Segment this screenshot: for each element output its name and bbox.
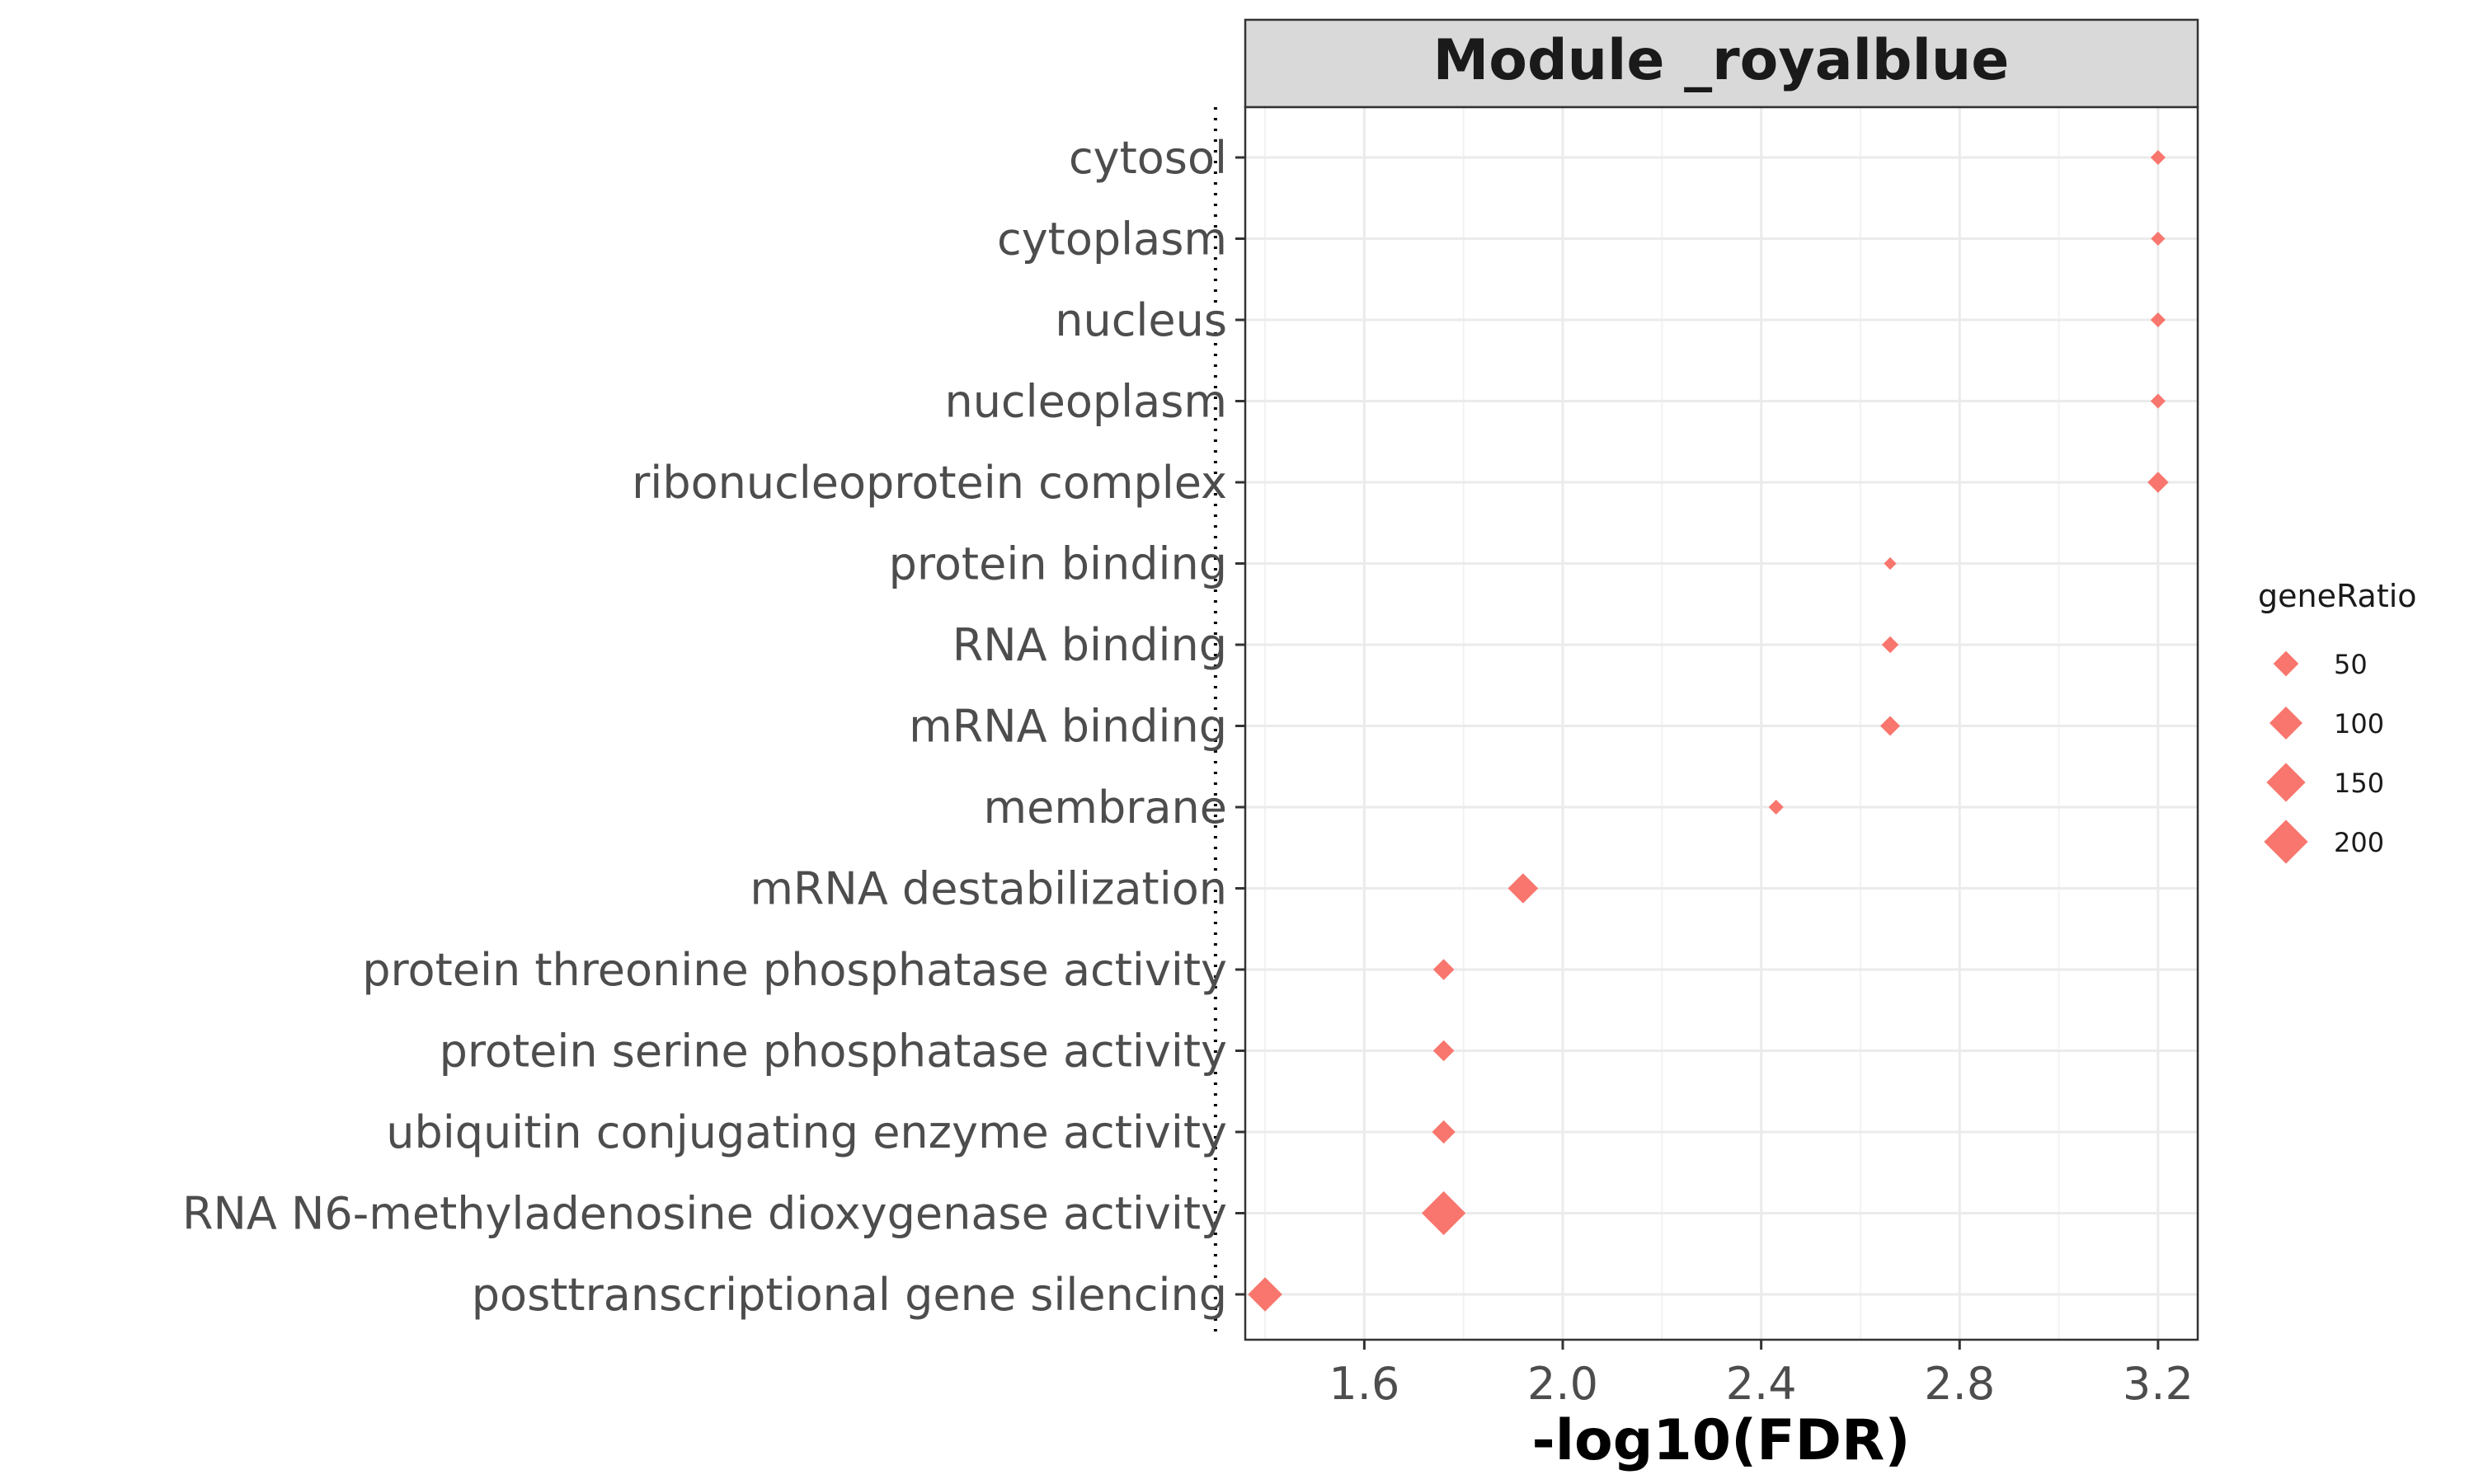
y-tick-label: protein threonine phosphatase activity bbox=[362, 944, 1227, 996]
legend-label: 50 bbox=[2334, 649, 2368, 680]
y-tick-label: mRNA binding bbox=[909, 701, 1227, 753]
data-point bbox=[2150, 312, 2166, 328]
y-axis: cytosol cytoplasm nucleus nucleoplasm ribonu… bbox=[182, 132, 1245, 1321]
x-axis: 1.6 2.0 2.4 2.8 3.2 bbox=[1329, 1340, 2194, 1410]
y-tick-label: ubiquitin conjugating enzyme activity bbox=[386, 1106, 1227, 1158]
x-tick-label: 2.8 bbox=[1924, 1358, 1995, 1410]
y-tick-label: nucleoplasm bbox=[944, 376, 1227, 428]
legend-label: 100 bbox=[2334, 708, 2384, 740]
data-points bbox=[1248, 149, 2169, 1312]
data-point bbox=[1432, 959, 1455, 980]
y-tick-label: protein serine phosphatase activity bbox=[440, 1026, 1227, 1078]
y-tick-label: membrane bbox=[984, 782, 1227, 834]
y-tick-label: ribonucleoprotein complex bbox=[632, 457, 1227, 509]
legend-title: geneRatio bbox=[2258, 578, 2417, 614]
data-point bbox=[1432, 1040, 1455, 1062]
data-point bbox=[2150, 149, 2166, 166]
data-point bbox=[1432, 1120, 1456, 1144]
legend-label: 150 bbox=[2334, 768, 2384, 799]
y-tick-label: mRNA destabilization bbox=[750, 863, 1227, 915]
data-point bbox=[1768, 799, 1784, 815]
data-point bbox=[2150, 393, 2166, 409]
data-point bbox=[1884, 556, 1897, 571]
data-point bbox=[1248, 1277, 1282, 1312]
plot-panel-border bbox=[1244, 106, 2199, 1341]
legend-key bbox=[2266, 763, 2306, 802]
data-point bbox=[1507, 873, 1539, 904]
y-tick-label: cytoplasm bbox=[997, 214, 1227, 265]
y-tick-label: posttranscriptional gene silencing bbox=[472, 1269, 1227, 1321]
facet-strip bbox=[1244, 18, 2199, 109]
x-tick-label: 1.6 bbox=[1329, 1358, 1399, 1410]
legend-key bbox=[2269, 707, 2302, 740]
x-tick-label: 2.0 bbox=[1527, 1358, 1598, 1410]
y-tick-label: RNA binding bbox=[952, 619, 1227, 671]
data-point bbox=[1880, 716, 1901, 736]
x-tick-label: 3.2 bbox=[2123, 1358, 2194, 1410]
data-point bbox=[2151, 231, 2166, 247]
plot-panel bbox=[1245, 107, 2198, 1340]
y-tick-label: protein binding bbox=[889, 538, 1227, 590]
grid-lines bbox=[1245, 107, 2198, 1340]
data-point bbox=[1421, 1190, 1466, 1236]
legend-label: 200 bbox=[2334, 827, 2384, 858]
x-tick-label: 2.4 bbox=[1726, 1358, 1797, 1410]
legend-key bbox=[2264, 819, 2308, 864]
y-tick-label: nucleus bbox=[1055, 294, 1227, 346]
legend-key bbox=[2273, 650, 2299, 677]
legend: geneRatio 50 100 150 200 bbox=[2258, 578, 2417, 864]
y-tick-label: RNA N6-methyladenosine dioxygenase activ… bbox=[182, 1188, 1227, 1240]
facet-title: Module _royalblue bbox=[1433, 28, 2010, 93]
data-point bbox=[1881, 636, 1899, 654]
x-axis-title: -log10(FDR) bbox=[1532, 1408, 1911, 1473]
y-tick-label: cytosol bbox=[1069, 132, 1227, 184]
data-point bbox=[2147, 472, 2169, 493]
